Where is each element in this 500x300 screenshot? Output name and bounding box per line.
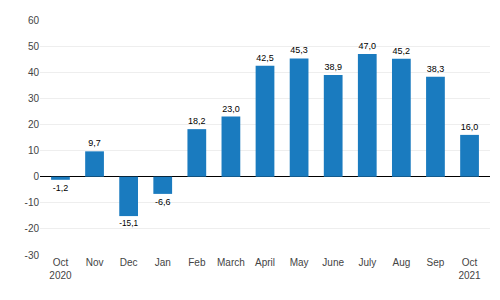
svg-text:38,9: 38,9	[324, 62, 342, 72]
svg-text:April: April	[255, 257, 275, 268]
svg-text:-10: -10	[25, 197, 40, 208]
svg-text:March: March	[217, 257, 245, 268]
svg-text:July: July	[358, 257, 376, 268]
svg-text:45,3: 45,3	[290, 45, 308, 55]
svg-text:23,0: 23,0	[222, 104, 240, 114]
svg-text:June: June	[322, 257, 344, 268]
svg-text:10: 10	[28, 145, 40, 156]
svg-text:9,7: 9,7	[88, 138, 101, 148]
svg-text:Jan: Jan	[155, 257, 171, 268]
svg-text:Feb: Feb	[188, 257, 206, 268]
svg-text:50: 50	[28, 41, 40, 52]
svg-text:Oct2020: Oct2020	[49, 257, 72, 281]
svg-text:-30: -30	[25, 250, 40, 261]
svg-text:-20: -20	[25, 223, 40, 234]
svg-text:-15,1: -15,1	[119, 219, 138, 228]
svg-text:-6,6: -6,6	[155, 197, 171, 207]
svg-text:42,5: 42,5	[256, 53, 274, 63]
svg-text:Dec: Dec	[120, 257, 138, 268]
svg-text:-1,2: -1,2	[53, 183, 69, 193]
svg-text:40: 40	[28, 67, 40, 78]
svg-text:47,0: 47,0	[359, 41, 377, 51]
svg-text:30: 30	[28, 93, 40, 104]
svg-text:18,2: 18,2	[188, 116, 206, 126]
svg-text:Sep: Sep	[427, 257, 445, 268]
svg-text:Oct2021: Oct2021	[458, 257, 481, 281]
svg-text:Nov: Nov	[86, 257, 104, 268]
svg-text:May: May	[290, 257, 309, 268]
svg-text:38,3: 38,3	[427, 64, 445, 74]
svg-text:0: 0	[33, 171, 39, 182]
svg-text:16,0: 16,0	[461, 122, 479, 132]
svg-text:60: 60	[28, 15, 40, 26]
svg-text:45,2: 45,2	[393, 46, 411, 56]
svg-text:Aug: Aug	[392, 257, 410, 268]
svg-text:20: 20	[28, 119, 40, 130]
